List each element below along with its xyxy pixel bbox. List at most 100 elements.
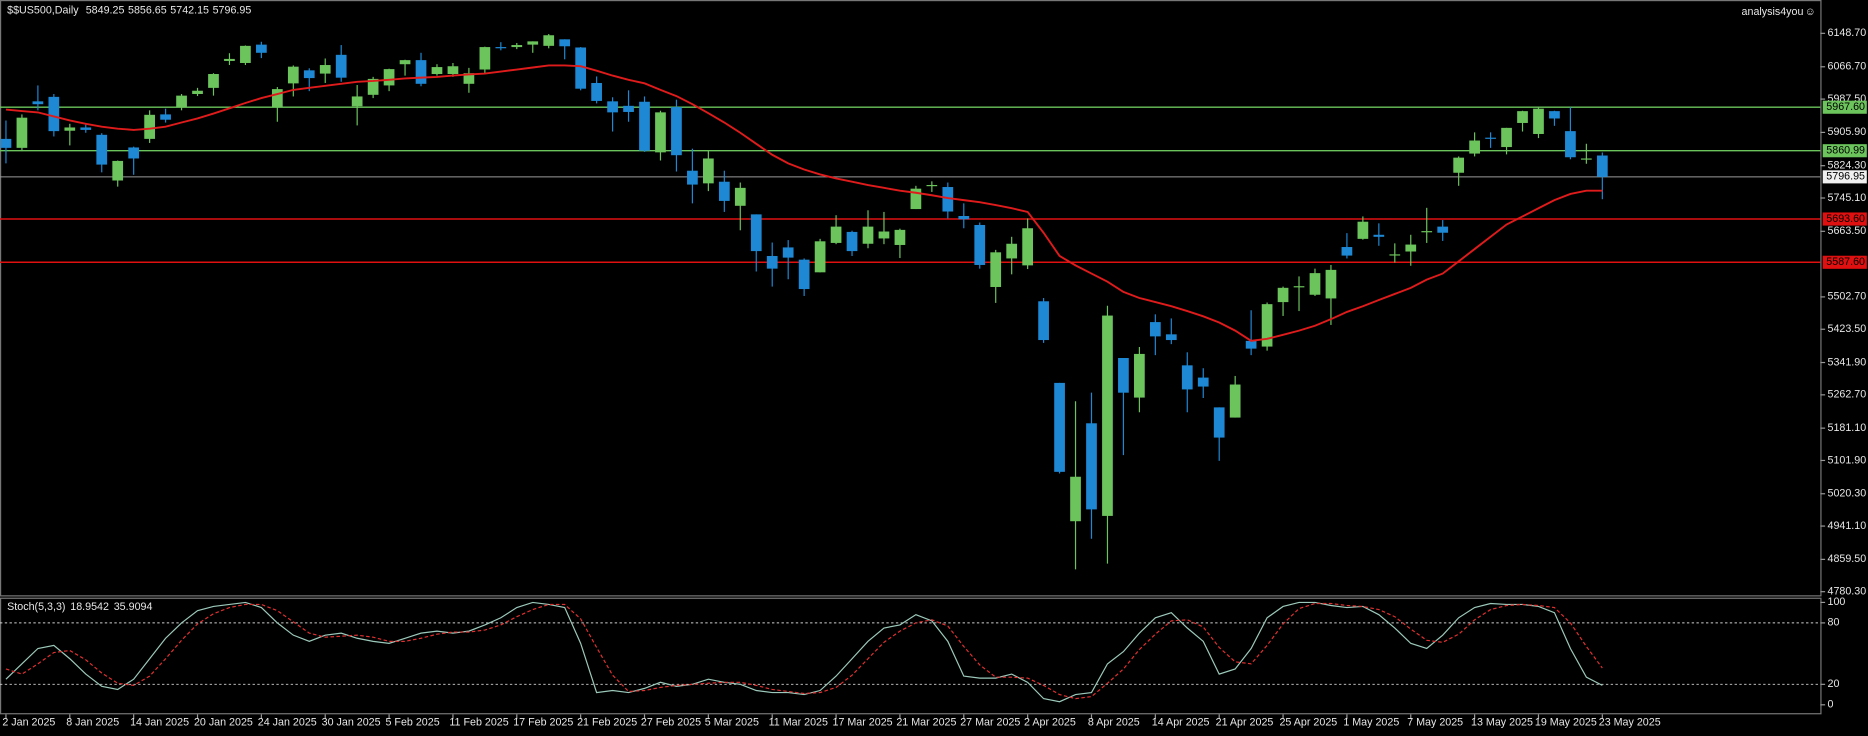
candle-body <box>1197 377 1209 387</box>
y-tick-label: 5663.50 <box>1827 225 1866 237</box>
stoch-title: Stoch(5,3,3) <box>7 601 65 613</box>
candle-body <box>782 247 794 258</box>
y-tick-label: 5905.90 <box>1827 126 1866 138</box>
candle-body <box>910 188 922 210</box>
candle-body <box>734 187 746 206</box>
candle-body <box>160 114 171 120</box>
x-tick-label: 25 Apr 2025 <box>1279 716 1337 728</box>
candle-body <box>415 60 427 84</box>
x-tick-label: 5 Feb 2025 <box>386 716 440 728</box>
candle-body <box>48 96 60 132</box>
x-tick-label: 17 Mar 2025 <box>832 716 892 728</box>
y-tick-label: 6066.70 <box>1827 61 1866 73</box>
candle-body <box>1389 254 1401 256</box>
candle-body <box>1261 304 1273 347</box>
candle-body <box>830 226 842 243</box>
x-tick-label: 14 Jan 2025 <box>130 716 189 728</box>
y-tick-label: 20 <box>1827 678 1839 690</box>
x-tick-label: 11 Feb 2025 <box>449 716 508 728</box>
x-tick-label: 19 May 2025 <box>1535 716 1597 728</box>
candle-body <box>1309 273 1321 295</box>
y-tick-label: 5181.10 <box>1827 422 1866 434</box>
moving-average <box>5 64 1603 342</box>
candle-body <box>1118 358 1129 393</box>
candle-body <box>1453 157 1465 173</box>
close: 5796.95 <box>213 5 252 17</box>
candle-body <box>862 226 874 244</box>
candle-body <box>1293 286 1305 288</box>
y-tick-label: 4859.50 <box>1827 553 1866 565</box>
plot: 6148.70 6066.70 5987.50 5905.90 5824.30 5745.… <box>0 27 1867 728</box>
y-tick-label: 5423.50 <box>1827 323 1866 335</box>
candle-body <box>559 39 571 47</box>
candle-body <box>64 127 76 131</box>
candle-body <box>383 69 395 86</box>
x-tick-label: 30 Jan 2025 <box>322 716 381 728</box>
candle-body <box>718 181 730 201</box>
x-tick-label: 8 Jan 2025 <box>66 716 119 728</box>
stoch-line <box>5 602 1603 700</box>
candle-body <box>1549 111 1560 119</box>
level-label-box <box>1822 255 1867 269</box>
candle-body <box>96 134 108 165</box>
candle-body <box>671 107 682 156</box>
x-tick-label: 20 Jan 2025 <box>194 716 253 728</box>
candle-body <box>0 138 12 148</box>
x-tick-label: 2 Jan 2025 <box>2 716 55 728</box>
candle-body <box>527 41 539 45</box>
x-tick-label: 11 Mar 2025 <box>769 716 828 728</box>
candle-body <box>463 73 475 84</box>
candle-body <box>1054 382 1065 472</box>
y-tick-label: 5101.90 <box>1827 454 1866 466</box>
x-tick-label: 5 Mar 2025 <box>705 716 759 728</box>
candle-body <box>575 47 587 89</box>
candle-body <box>1181 365 1193 390</box>
candle-body <box>798 259 810 290</box>
x-tick-label: 21 Feb 2025 <box>577 716 637 728</box>
candle-body <box>655 112 666 153</box>
x-tick-label: 27 Mar 2025 <box>960 716 1020 728</box>
smiley: ☺ <box>1805 6 1816 18</box>
x-tick-label: 2 Apr 2025 <box>1024 716 1076 728</box>
candle-body <box>1038 301 1049 341</box>
symbol: $$US500,Daily <box>7 5 79 17</box>
candle-body <box>1149 322 1161 337</box>
y-tick-label: 5745.10 <box>1827 192 1866 204</box>
candle-body <box>1596 155 1608 177</box>
level-label: 5587.60 <box>1826 256 1865 268</box>
x-tick-label: 27 Feb 2025 <box>641 716 701 728</box>
candle-body <box>639 101 650 151</box>
candle-body <box>1341 247 1353 256</box>
candle-body <box>1022 228 1033 266</box>
main-frame <box>0 0 1822 597</box>
candle-body <box>687 170 698 185</box>
candle-body <box>1229 384 1241 418</box>
candle-body <box>623 105 634 112</box>
candle-body <box>1501 127 1512 148</box>
candle-body <box>1405 244 1417 252</box>
candle-body <box>1581 158 1592 160</box>
y-tick-label: 5262.70 <box>1827 389 1866 401</box>
last-price-box <box>1822 170 1867 184</box>
candle-body <box>287 66 299 84</box>
candle-body <box>16 117 28 148</box>
candle-body <box>942 187 954 212</box>
candle-body <box>1165 334 1177 341</box>
candle-body <box>80 127 92 130</box>
candle-body <box>1070 476 1081 522</box>
candle-body <box>1421 231 1433 233</box>
candle-body <box>766 255 778 269</box>
level-label-box <box>1822 100 1867 114</box>
level-label: 5967.60 <box>1826 101 1865 113</box>
low: 5742.15 <box>170 5 209 17</box>
level-label: 5860.99 <box>1826 145 1865 157</box>
level-label-box <box>1822 144 1867 158</box>
candle-body <box>958 216 970 220</box>
high: 5856.65 <box>128 5 167 17</box>
watermark: analysis4you☺ <box>1742 6 1816 18</box>
y-tick-label: 4941.10 <box>1827 520 1866 532</box>
candle-body <box>1245 340 1257 349</box>
candle-body <box>878 231 890 239</box>
